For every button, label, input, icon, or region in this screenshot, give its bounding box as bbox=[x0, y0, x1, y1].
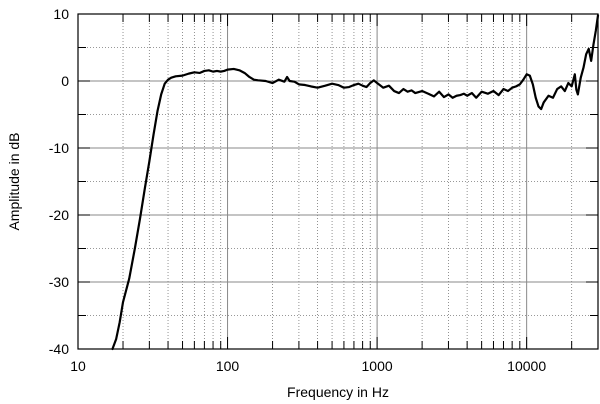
series-group bbox=[111, 14, 600, 351]
x-tick-labels: 10 100 1000 10000 bbox=[70, 358, 546, 374]
x-tick-label: 10 bbox=[70, 358, 86, 374]
x-tick-label: 100 bbox=[216, 358, 240, 374]
y-tick-label: -20 bbox=[49, 207, 69, 223]
x-axis-title: Frequency in Hz bbox=[287, 384, 389, 400]
plot-frame bbox=[77, 13, 599, 350]
y-tick-label: -10 bbox=[49, 140, 69, 156]
x-tick-label: 1000 bbox=[362, 358, 393, 374]
y-tick-label: 0 bbox=[61, 73, 69, 89]
major-grid bbox=[77, 14, 598, 349]
y-tick-label: -30 bbox=[49, 274, 69, 290]
minor-grid bbox=[78, 14, 599, 349]
y-tick-labels: 10 0 -10 -20 -30 -40 bbox=[49, 6, 69, 357]
x-tick-label: 10000 bbox=[507, 358, 546, 374]
y-tick-label: 10 bbox=[53, 6, 69, 22]
y-tick-label: -40 bbox=[49, 341, 69, 357]
y-axis-title: Amplitude in dB bbox=[6, 132, 22, 230]
series-line bbox=[111, 14, 600, 351]
